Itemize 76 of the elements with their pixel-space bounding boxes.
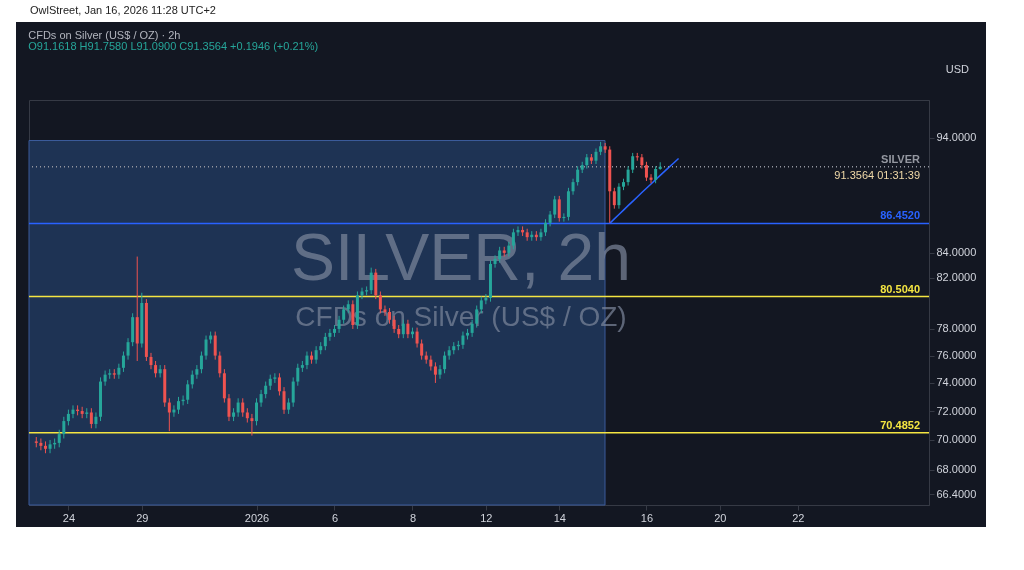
candlestick (121, 351, 125, 373)
candlestick (415, 327, 419, 349)
y-tick-label: 68.0000 (936, 463, 977, 476)
candlestick (617, 182, 621, 210)
candlestick (213, 331, 217, 361)
y-tick-label: 74.0000 (936, 376, 977, 389)
candlestick (420, 339, 424, 361)
candlestick (644, 161, 648, 182)
candlestick (227, 393, 231, 422)
x-tick-label: 14 (553, 511, 566, 524)
candlestick (39, 437, 43, 451)
candlestick (103, 370, 107, 387)
ref-line-label: SILVER (881, 152, 921, 165)
candlestick (539, 228, 543, 242)
candlestick (126, 337, 130, 361)
candlestick (277, 372, 281, 396)
candlestick (195, 364, 199, 380)
candlestick (433, 361, 437, 384)
x-tick-label: 2026 (244, 511, 270, 524)
candlestick (218, 351, 222, 378)
ref-line-label: 70.4852 (880, 418, 920, 431)
candlestick (443, 351, 447, 374)
candlestick (117, 363, 121, 380)
text: 91.3564 01:31:39 (834, 168, 920, 181)
candlestick (461, 331, 465, 350)
text: USD (945, 63, 970, 75)
candlestick (259, 389, 263, 408)
candlestick (255, 397, 258, 426)
candlestick (438, 364, 442, 380)
x-tick-label: 20 (714, 511, 727, 524)
x-tick-label: 8 (409, 511, 417, 524)
candlestick (640, 153, 644, 170)
candlestick (282, 386, 286, 415)
candlestick (296, 363, 300, 387)
y-tick-label: 94.0000 (936, 131, 977, 144)
candlestick (250, 413, 254, 437)
x-tick-label: 6 (331, 511, 339, 524)
chart-title: CFDs on Silver (US$ / OZ) · 2h (28, 29, 181, 41)
candlestick (62, 416, 66, 439)
candlestick (236, 397, 240, 418)
candlestick (631, 152, 635, 174)
candlestick (548, 210, 552, 227)
candlestick (626, 165, 630, 187)
x-tick-label: 29 (136, 511, 149, 524)
y-tick-label: 84.0000 (936, 246, 977, 259)
candlestick (553, 195, 557, 219)
x-tick-label: 16 (640, 511, 654, 524)
candlestick (199, 351, 203, 374)
y-tick-label: 66.4000 (936, 487, 977, 500)
candlestick (186, 379, 190, 405)
candlestick (71, 404, 75, 419)
ref-line-label: 80.5040 (880, 282, 920, 295)
candlestick (89, 407, 93, 429)
y-tick-label: 76.0000 (936, 349, 977, 362)
candlestick (241, 397, 245, 418)
y-tick-label: 70.0000 (936, 433, 977, 446)
y-tick-label: 82.0000 (936, 271, 977, 284)
candlestick (149, 352, 153, 370)
y-tick-label: 78.0000 (936, 322, 977, 335)
candlestick (167, 397, 171, 432)
chart-subtitle: O91.1618 H91.7580 L91.0900 C91.3564 +0.1946 (+0.21%) (28, 40, 319, 52)
candlestick (273, 372, 277, 384)
y-tick-label: 72.0000 (936, 404, 977, 417)
text: OwlStreet, Jan 16, 2026 11:28 UTC+2 (29, 3, 217, 18)
candlestick (94, 411, 98, 429)
candlestick (328, 328, 332, 342)
x-tick-label: 22 (792, 511, 805, 524)
candlestick (291, 376, 295, 408)
candlestick (557, 195, 561, 223)
ref-line-label: 86.4520 (880, 209, 920, 222)
candlestick (204, 335, 208, 361)
candlestick (576, 165, 580, 187)
candlestick (612, 187, 616, 210)
x-tick-label: 24 (62, 511, 76, 524)
x-tick-label: 12 (480, 511, 493, 524)
candlestick (48, 439, 52, 454)
